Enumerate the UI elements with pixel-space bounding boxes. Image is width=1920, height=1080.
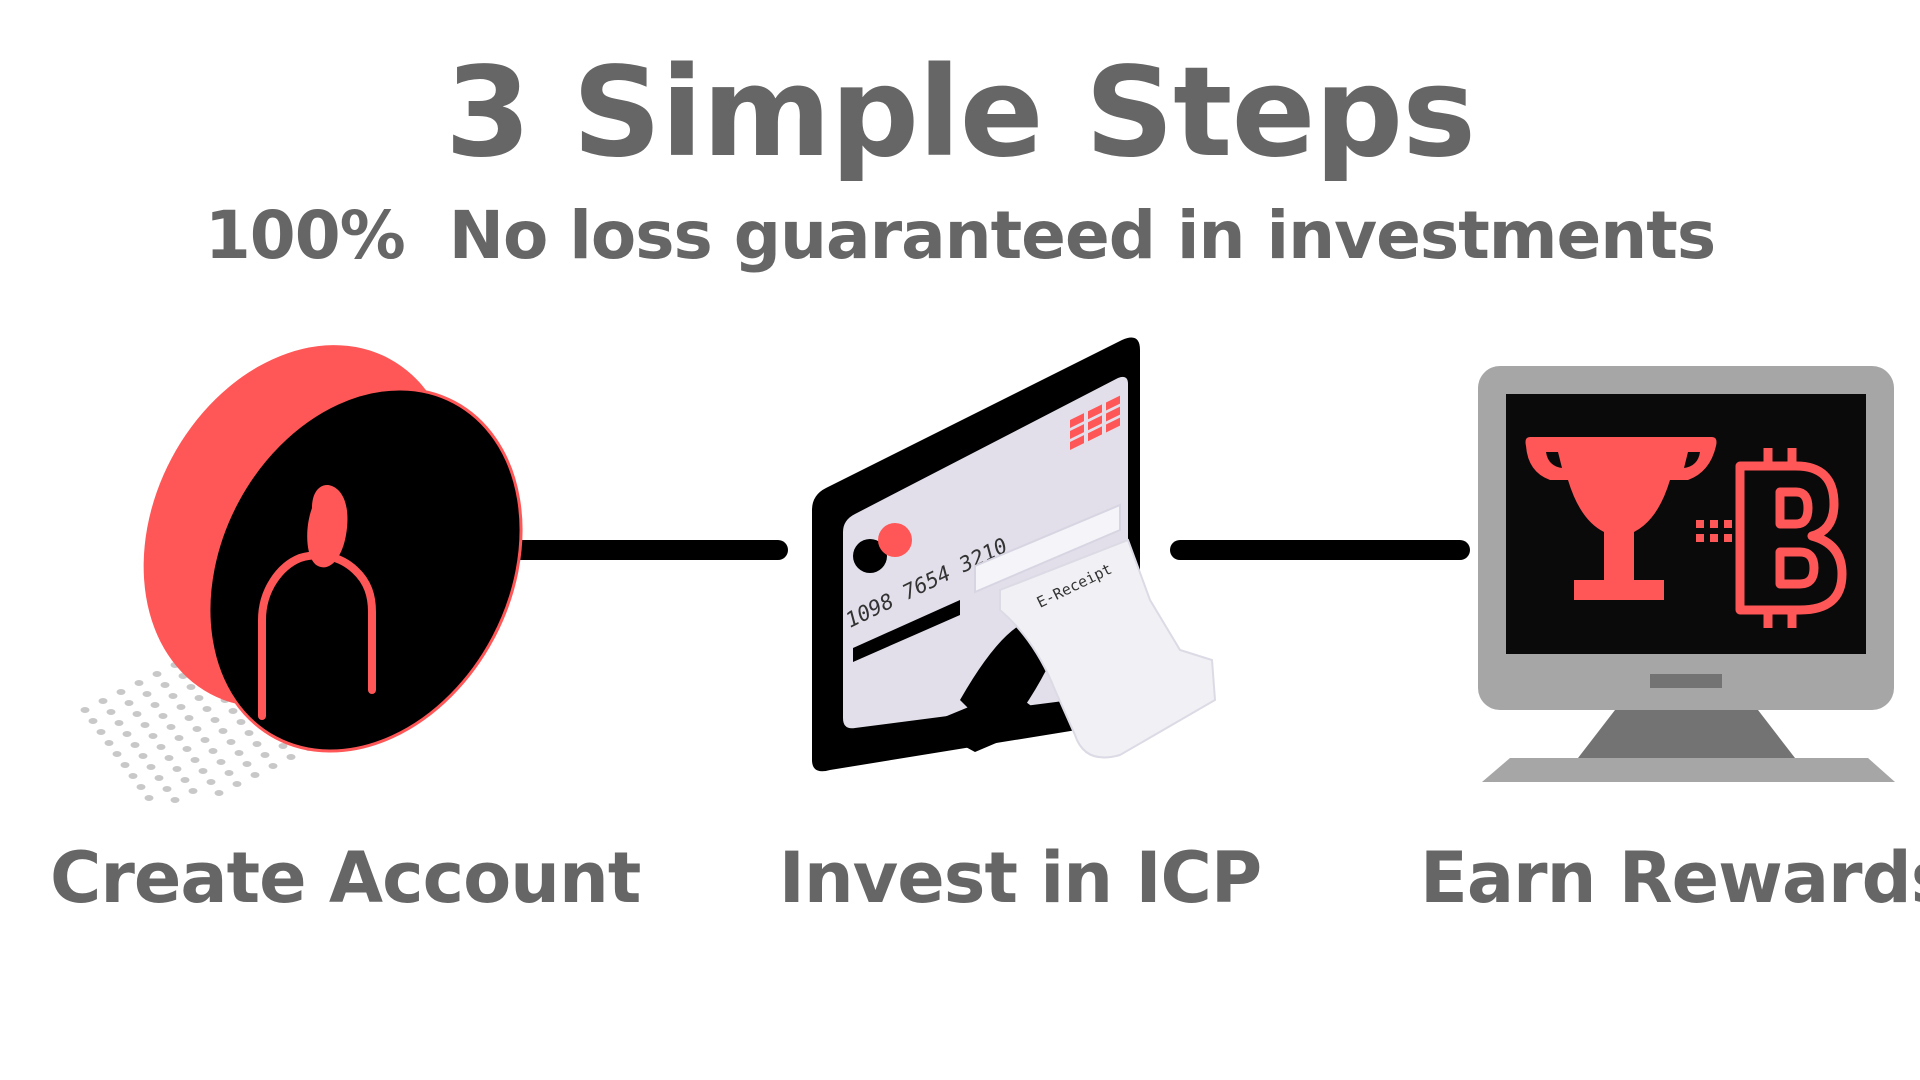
pattern-dot [192, 726, 202, 732]
pattern-dot [194, 695, 204, 701]
pattern-dot [244, 730, 254, 736]
pattern-dot [166, 724, 176, 730]
pattern-dot [152, 671, 162, 677]
pattern-dot [234, 750, 244, 756]
pattern-dot [184, 715, 194, 721]
pattern-dot [286, 754, 296, 760]
pattern-dot [250, 772, 260, 778]
pattern-dot [190, 757, 200, 763]
pattern-dot [168, 693, 178, 699]
pattern-dot [182, 746, 192, 752]
pattern-dot [120, 762, 130, 768]
pattern-dot [134, 680, 144, 686]
person-silhouette [258, 484, 376, 720]
pattern-dot [174, 735, 184, 741]
trophy-bitcoin-monitor-icon [1478, 366, 1895, 782]
step-label-invest: Invest in ICP [778, 837, 1262, 919]
pattern-dot [232, 781, 242, 787]
pattern-dot [88, 718, 98, 724]
pattern-dot [138, 753, 148, 759]
pattern-dot [170, 797, 180, 803]
pattern-dot [226, 739, 236, 745]
monitor-screen [1506, 394, 1866, 654]
pattern-dot [106, 709, 116, 715]
pattern-dot [122, 731, 132, 737]
pattern-dot [146, 764, 156, 770]
step-label-create-account: Create Account [50, 837, 641, 919]
pattern-dot [202, 706, 212, 712]
pattern-dot [156, 744, 166, 750]
pattern-dot [98, 698, 108, 704]
page-title: 3 Simple Steps [444, 41, 1476, 185]
credit-card-payment-icon: 1098 7654 3210 E-Receipt [812, 337, 1217, 772]
pattern-dot [200, 737, 210, 743]
pattern-dot [130, 742, 140, 748]
bitcoin-icon [1735, 448, 1847, 628]
pattern-dot [214, 790, 224, 796]
pattern-dot [176, 704, 186, 710]
pattern-dot [260, 752, 270, 758]
pattern-dot [158, 713, 168, 719]
pattern-dot [206, 779, 216, 785]
card-chip-icon [1070, 395, 1120, 450]
pattern-dot [162, 786, 172, 792]
user-account-icon [80, 345, 523, 803]
pattern-dot [198, 768, 208, 774]
step-label-earn-rewards: Earn Rewards [1420, 837, 1920, 919]
pattern-dot [208, 748, 218, 754]
pattern-dot [148, 733, 158, 739]
pattern-dot [210, 717, 220, 723]
pattern-dot [164, 755, 174, 761]
pattern-dot [116, 689, 126, 695]
pattern-dot [160, 682, 170, 688]
pattern-dot [132, 711, 142, 717]
pattern-dot [104, 740, 114, 746]
pattern-dot [142, 691, 152, 697]
pattern-dot [150, 702, 160, 708]
pattern-dot [228, 708, 238, 714]
pattern-dot [144, 795, 154, 801]
pattern-dot [186, 684, 196, 690]
pattern-dot [154, 775, 164, 781]
page-subtitle: 100% No loss guaranteed in investments [204, 197, 1716, 274]
pattern-dot [224, 770, 234, 776]
trophy-icon [1525, 437, 1717, 600]
monitor-stand [1578, 710, 1795, 758]
card-logo-circle-dark [853, 539, 887, 573]
pattern-dot [252, 741, 262, 747]
pattern-dot [188, 788, 198, 794]
monitor-base [1482, 758, 1895, 782]
pattern-dot [124, 700, 134, 706]
pattern-dot [172, 766, 182, 772]
pattern-dot [268, 763, 278, 769]
pattern-dot [242, 761, 252, 767]
pattern-dot [218, 728, 228, 734]
pattern-dot [96, 729, 106, 735]
pattern-dot [216, 759, 226, 765]
pattern-dot [180, 777, 190, 783]
card-logo-circle-red [878, 523, 912, 557]
pattern-dot [236, 719, 246, 725]
pattern-dot [80, 707, 90, 713]
dots-connector [1696, 520, 1732, 542]
pattern-dot [114, 720, 124, 726]
pattern-dot [140, 722, 150, 728]
pattern-dot [136, 784, 146, 790]
pattern-dot [112, 751, 122, 757]
pattern-dot [278, 743, 288, 749]
pattern-dot [128, 773, 138, 779]
